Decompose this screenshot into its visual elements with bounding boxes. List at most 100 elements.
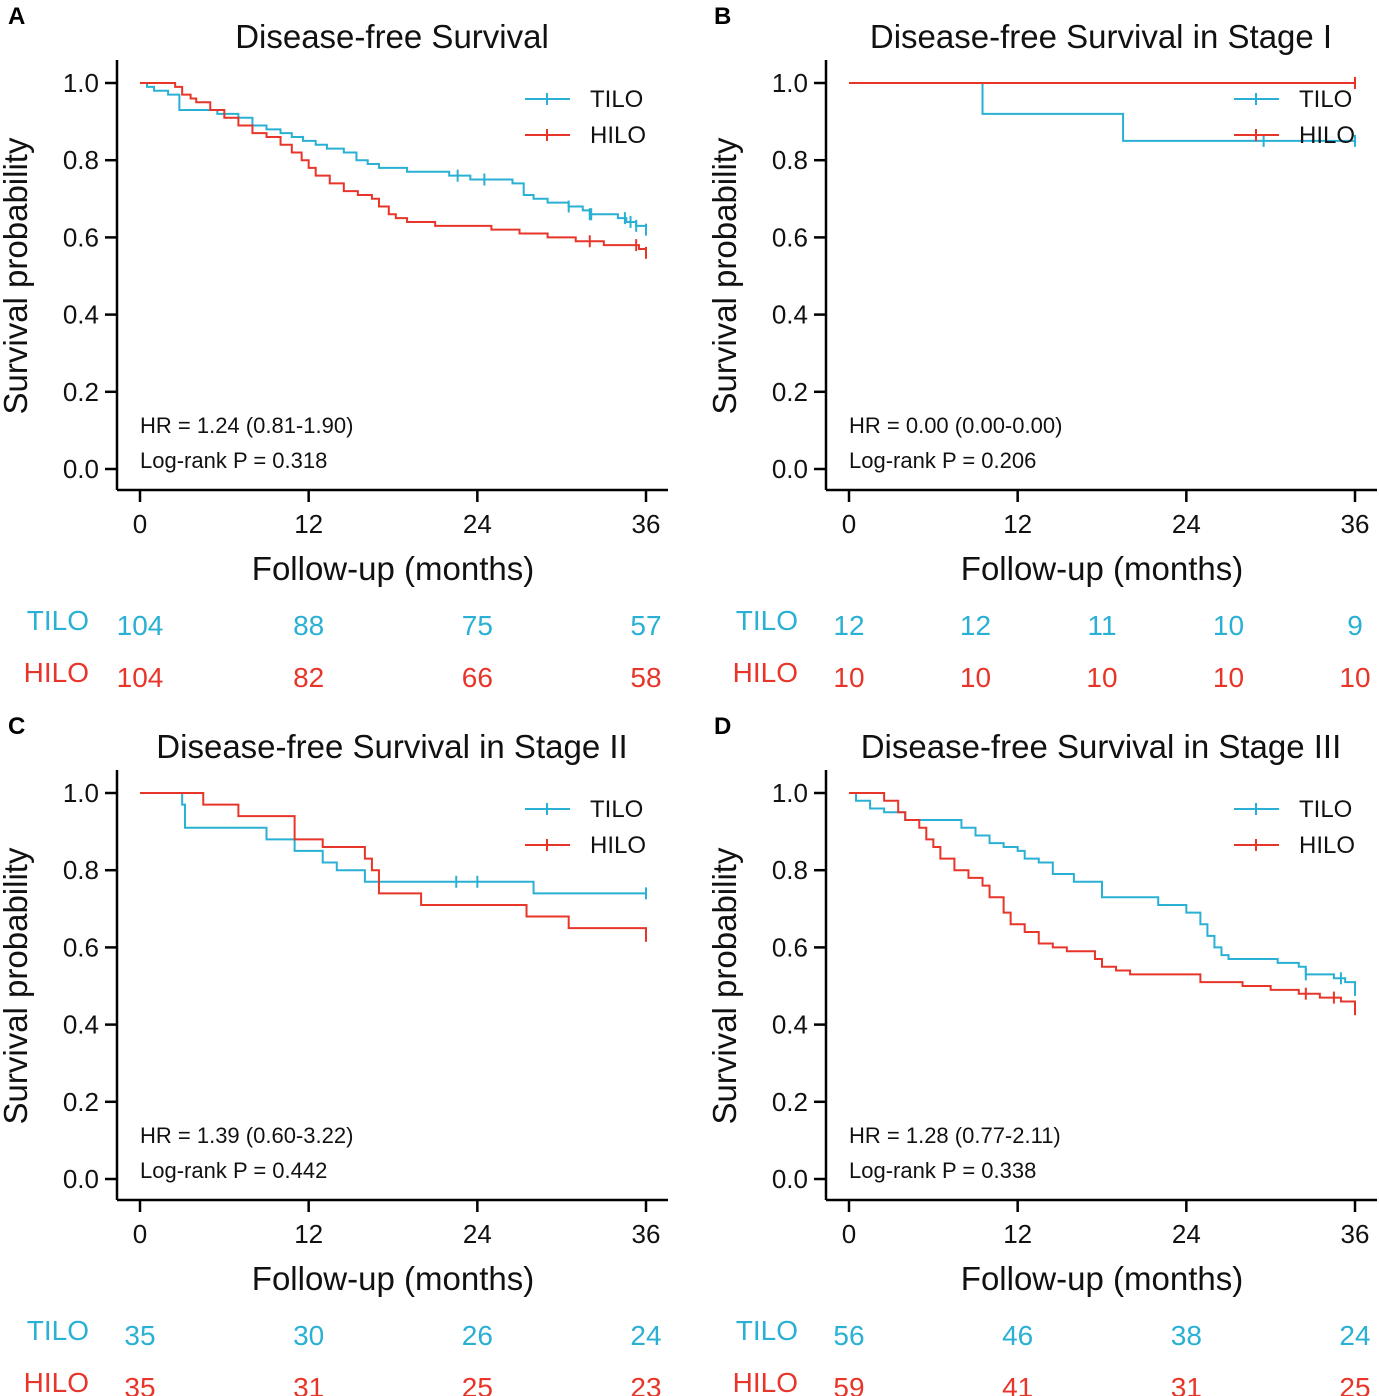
legend-label-tilo: TILO [590,86,643,113]
km-curve-tilo [849,82,1355,142]
y-tick-label: 0.4 [63,300,99,330]
x-tick-label: 0 [842,1219,856,1249]
y-tick-label: 1.0 [63,68,99,98]
y-tick-label: 0.2 [63,377,99,407]
log-rank-p-text: Log-rank P = 0.318 [140,448,327,473]
x-tick-label: 24 [1172,1219,1201,1249]
km-curve-tilo [140,792,646,895]
x-tick-label: 0 [842,509,856,539]
x-tick-label: 24 [463,1219,492,1249]
x-tick-label: 36 [1341,1219,1370,1249]
y-tick-label: 0.0 [63,1164,99,1194]
panel-a: A Disease-free Survival 0.0 0.2 0.4 0.6 0.8 1.0… [0,3,668,693]
risk-count-hilo: 58 [630,662,661,693]
hazard-ratio-text: HR = 1.24 (0.81-1.90) [140,413,353,438]
x-axis-title: Follow-up (months) [961,1260,1243,1297]
risk-count-tilo: 75 [462,610,493,641]
log-rank-p-text: Log-rank P = 0.338 [849,1158,1036,1183]
risk-count-hilo: 104 [117,662,164,693]
y-tick-label: 0.4 [772,1010,808,1040]
km-curve-tilo [140,82,647,230]
log-rank-p-text: Log-rank P = 0.206 [849,448,1036,473]
y-tick-label: 0.6 [63,222,99,252]
hazard-ratio-text: HR = 0.00 (0.00-0.00) [849,413,1062,438]
risk-label-hilo: HILO [733,1367,798,1396]
km-curve-hilo [849,792,1356,1010]
legend-label-hilo: HILO [1299,832,1355,859]
risk-count-tilo: 10 [1213,610,1244,641]
x-tick-label: 12 [294,1219,323,1249]
risk-count-tilo: 30 [293,1320,324,1351]
x-axis-title: Follow-up (months) [252,1260,534,1297]
y-tick-label: 0.0 [772,454,808,484]
x-tick-label: 36 [632,509,661,539]
chart-title: Disease-free Survival [235,18,549,55]
y-tick-label: 0.0 [63,454,99,484]
risk-count-tilo: 9 [1347,610,1363,641]
y-axis-title: Survival probability [0,137,34,414]
risk-count-hilo: 31 [1171,1372,1202,1396]
risk-count-hilo: 10 [1339,662,1370,693]
risk-count-hilo: 82 [293,662,324,693]
y-axis-title: Survival probability [706,847,743,1124]
risk-count-hilo: 31 [293,1372,324,1396]
risk-count-tilo: 24 [630,1320,661,1351]
risk-count-tilo: 56 [833,1320,864,1351]
x-tick-label: 12 [1003,1219,1032,1249]
x-axis-title: Follow-up (months) [961,550,1243,587]
legend-label-hilo: HILO [1299,122,1355,149]
y-tick-label: 1.0 [772,778,808,808]
risk-count-hilo: 10 [960,662,991,693]
y-tick-label: 0.4 [63,1010,99,1040]
risk-count-hilo: 41 [1002,1372,1033,1396]
risk-count-tilo: 104 [117,610,164,641]
risk-count-tilo: 11 [1087,610,1116,641]
risk-count-hilo: 59 [833,1372,864,1396]
y-tick-label: 0.2 [772,377,808,407]
risk-label-hilo: HILO [733,657,798,688]
panel-letter: D [714,713,731,740]
risk-count-hilo: 10 [1213,662,1244,693]
y-tick-label: 0.6 [772,222,808,252]
risk-count-hilo: 66 [462,662,493,693]
risk-label-tilo: TILO [736,1315,798,1346]
risk-label-tilo: TILO [736,605,798,636]
risk-count-tilo: 12 [960,610,991,641]
panel-letter: B [714,3,731,30]
x-tick-label: 12 [1003,509,1032,539]
x-tick-label: 36 [632,1219,661,1249]
panel-d: D Disease-free Survival in Stage III 0.0 0.… [706,713,1377,1396]
panel-letter: C [8,713,25,740]
y-tick-label: 0.8 [772,855,808,885]
y-tick-label: 0.4 [772,300,808,330]
y-tick-label: 0.8 [63,855,99,885]
risk-count-tilo: 57 [630,610,661,641]
risk-count-hilo: 10 [1086,662,1117,693]
risk-count-hilo: 25 [1339,1372,1370,1396]
risk-label-tilo: TILO [27,1315,89,1346]
hazard-ratio-text: HR = 1.39 (0.60-3.22) [140,1123,353,1148]
hazard-ratio-text: HR = 1.28 (0.77-2.11) [849,1123,1061,1148]
risk-count-hilo: 25 [462,1372,493,1396]
x-tick-label: 24 [1172,509,1201,539]
y-tick-label: 0.6 [772,932,808,962]
y-tick-label: 0.6 [63,932,99,962]
log-rank-p-text: Log-rank P = 0.442 [140,1158,327,1183]
legend-label-tilo: TILO [590,796,643,823]
legend-label-tilo: TILO [1299,796,1352,823]
chart-title: Disease-free Survival in Stage I [870,18,1332,55]
x-tick-label: 24 [463,509,492,539]
y-tick-label: 0.0 [772,1164,808,1194]
y-tick-label: 0.2 [772,1087,808,1117]
risk-label-hilo: HILO [24,657,89,688]
chart-title: Disease-free Survival in Stage II [156,728,627,765]
risk-count-hilo: 35 [124,1372,155,1396]
x-tick-label: 0 [133,509,147,539]
chart-title: Disease-free Survival in Stage III [861,728,1342,765]
km-curve-hilo [140,82,647,253]
panel-c: C Disease-free Survival in Stage II 0.0 0.2… [0,713,668,1396]
risk-count-hilo: 10 [833,662,864,693]
risk-count-tilo: 12 [833,610,864,641]
risk-count-tilo: 88 [293,610,324,641]
